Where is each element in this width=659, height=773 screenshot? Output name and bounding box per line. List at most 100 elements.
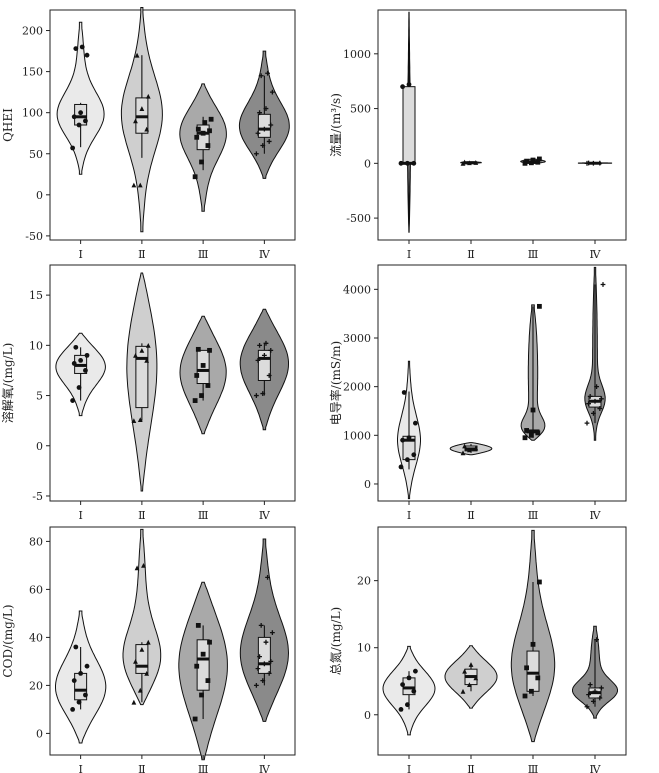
violin-group xyxy=(179,315,227,435)
violin-shape xyxy=(122,528,162,706)
data-point xyxy=(405,457,410,463)
data-point xyxy=(205,383,211,388)
x-category-label: Ⅱ xyxy=(138,509,145,522)
data-point xyxy=(76,122,82,128)
data-point xyxy=(599,685,604,691)
data-point xyxy=(70,707,76,712)
data-point xyxy=(398,464,404,470)
data-point xyxy=(537,579,542,585)
violin-group xyxy=(126,272,158,492)
data-point xyxy=(195,126,201,132)
data-point xyxy=(401,390,407,395)
data-point xyxy=(131,418,137,424)
data-point xyxy=(133,659,138,664)
data-point xyxy=(253,393,259,398)
data-point xyxy=(134,52,140,58)
data-point xyxy=(591,698,596,704)
x-category-label: Ⅱ xyxy=(467,509,474,522)
data-point xyxy=(145,342,151,348)
data-point xyxy=(405,702,410,708)
y-tick-label: 0 xyxy=(364,709,371,722)
data-point xyxy=(202,120,208,125)
y-axis-label: 电导率/(mS/m) xyxy=(328,341,343,425)
y-axis-label: 溶解氧/(mg/L) xyxy=(0,343,15,423)
x-category-label: Ⅳ xyxy=(259,763,271,773)
y-tick-label: 1000 xyxy=(343,48,371,61)
violin-group xyxy=(179,83,227,212)
data-point xyxy=(199,692,204,698)
data-point xyxy=(597,160,603,166)
data-point xyxy=(70,398,76,403)
data-point xyxy=(139,647,145,652)
data-point xyxy=(266,373,272,378)
data-point xyxy=(260,678,266,683)
data-point xyxy=(587,682,593,687)
data-point xyxy=(257,110,262,116)
data-point xyxy=(398,160,404,166)
y-tick-label: 5 xyxy=(36,390,43,403)
data-point xyxy=(134,565,140,571)
data-point xyxy=(473,675,479,681)
data-point xyxy=(529,160,534,166)
plot-frame xyxy=(49,526,296,756)
data-point xyxy=(78,671,84,676)
x-category-label: Ⅱ xyxy=(467,763,474,773)
y-tick-label: 100 xyxy=(22,107,43,120)
data-point xyxy=(253,683,259,688)
data-point xyxy=(195,346,201,352)
violin-group xyxy=(55,332,106,417)
data-point xyxy=(265,575,270,580)
data-point xyxy=(468,662,474,667)
data-point xyxy=(255,666,261,671)
data-point xyxy=(473,445,479,451)
data-point xyxy=(400,682,405,687)
x-category-label: Ⅲ xyxy=(198,248,209,261)
data-point xyxy=(131,699,137,705)
x-category-label: Ⅳ xyxy=(590,763,602,773)
data-point xyxy=(584,420,590,426)
data-point xyxy=(263,639,269,645)
violin-shape xyxy=(56,21,105,175)
data-point xyxy=(131,182,137,188)
iqr-box xyxy=(257,113,271,138)
violin-group xyxy=(398,11,417,233)
data-point xyxy=(73,46,79,52)
violin-group xyxy=(520,156,546,166)
data-point xyxy=(413,668,418,674)
data-point xyxy=(524,158,529,164)
violin-group xyxy=(178,581,228,761)
data-point xyxy=(524,665,529,671)
panel-conductivity: 0 1000 2000 3000 4000 电导率/(mS/m) Ⅰ Ⅱ Ⅲ Ⅳ xyxy=(328,264,627,522)
data-point xyxy=(255,130,261,136)
data-point xyxy=(199,393,204,398)
data-point xyxy=(600,282,606,287)
data-point xyxy=(263,340,269,346)
y-tick-label: 1000 xyxy=(343,429,371,442)
data-point xyxy=(269,89,275,95)
data-point xyxy=(260,391,266,396)
y-tick-label: 20 xyxy=(357,575,371,588)
data-point xyxy=(586,692,591,698)
data-point xyxy=(398,707,404,712)
data-point xyxy=(192,716,198,722)
data-point xyxy=(205,143,211,148)
x-category-label: Ⅳ xyxy=(590,248,602,261)
panel-total-nitrogen: 0 10 20 总氮/(mg/L) Ⅰ Ⅱ Ⅲ Ⅳ xyxy=(328,526,627,773)
data-point xyxy=(586,160,591,166)
data-point xyxy=(406,435,412,441)
data-point xyxy=(257,654,262,659)
y-axis-label: 流量/(m³/s) xyxy=(329,93,343,157)
x-category-label: Ⅳ xyxy=(259,509,271,522)
y-tick-label: 500 xyxy=(350,103,371,116)
iqr-box xyxy=(526,650,540,692)
data-point xyxy=(192,398,198,403)
violin-group xyxy=(397,360,421,500)
data-point xyxy=(83,118,88,124)
data-point xyxy=(261,126,267,132)
data-point xyxy=(207,347,212,353)
data-point xyxy=(591,411,596,416)
y-tick-label: 0 xyxy=(36,189,43,202)
panel-qhei: -50 0 50 100 150 200 QHEI Ⅰ Ⅱ Ⅲ Ⅳ xyxy=(1,7,296,261)
x-category-label: Ⅱ xyxy=(467,248,474,261)
